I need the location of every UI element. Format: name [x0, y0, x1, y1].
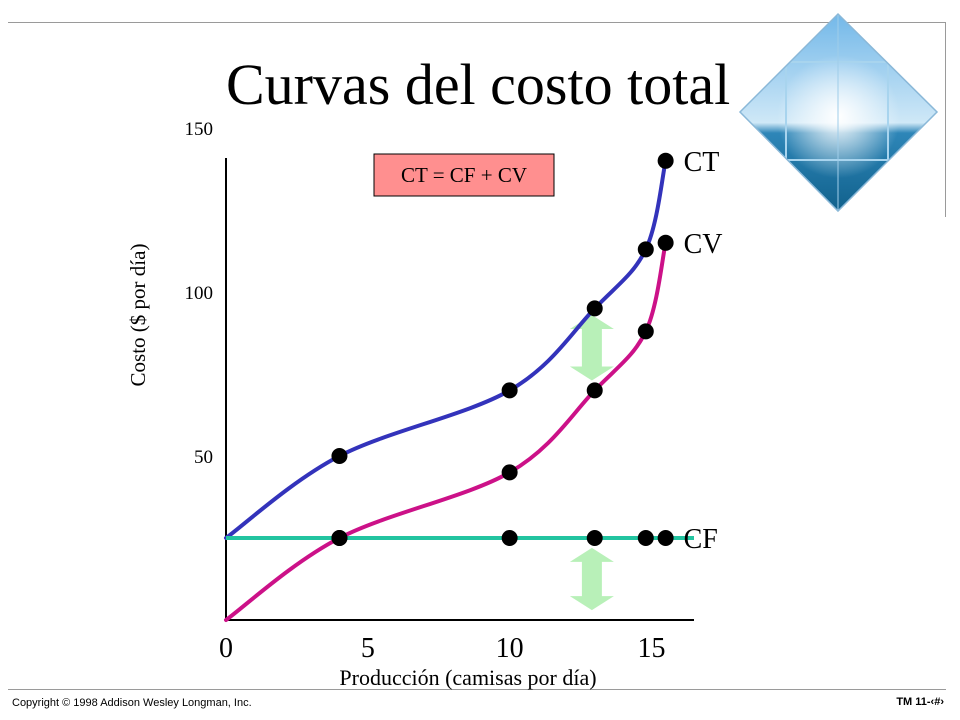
data-point-ct — [501, 382, 518, 399]
x-tick-label: 0 — [219, 633, 233, 664]
data-point-cv — [501, 464, 518, 481]
difference-arrows — [569, 314, 614, 611]
x-axis-label: Producción (camisas por día) — [339, 665, 596, 690]
data-point-cf — [657, 530, 674, 546]
data-point-ct — [637, 241, 654, 258]
y-tick-label: 100 — [185, 283, 214, 304]
copyright-text: Copyright © 1998 Addison Wesley Longman,… — [12, 697, 252, 709]
right-rule — [945, 22, 946, 217]
axes — [225, 158, 694, 621]
data-point-cf — [331, 530, 348, 546]
formula-box — [373, 153, 555, 197]
formula-text: CT = CF + CV — [401, 163, 527, 187]
data-point-ct — [586, 300, 603, 317]
chart-labels: 0 5 10 15 50 100 150 Producción (camisas por dí… — [126, 119, 723, 690]
data-point-ct — [331, 448, 348, 464]
y-tick-label: 50 — [194, 447, 213, 468]
series-label-cf: CF — [684, 524, 718, 555]
slide-number: TM 11-‹#› — [896, 696, 944, 708]
slide-title: Curvas del costo total — [226, 52, 731, 117]
y-tick-label: 150 — [185, 119, 214, 140]
series-points — [331, 152, 674, 546]
bottom-rule — [8, 689, 946, 690]
data-point-ct — [657, 152, 674, 169]
data-point-cf — [586, 530, 603, 546]
top-rule — [8, 22, 946, 23]
data-point-cv — [657, 234, 674, 251]
series-label-ct: CT — [684, 147, 720, 178]
series-label-cv: CV — [684, 229, 723, 260]
series-lines — [224, 158, 694, 622]
ocean-logo-icon — [738, 12, 939, 213]
x-tick-label: 5 — [361, 633, 375, 664]
x-tick-label: 15 — [637, 633, 665, 664]
data-point-cv — [586, 382, 603, 399]
cv-origin-difference-arrow — [569, 547, 614, 611]
data-point-cf — [637, 530, 654, 546]
y-axis-label: Costo ($ por día) — [126, 244, 150, 387]
ct-cv-difference-arrow — [569, 314, 614, 381]
x-tick-label: 10 — [496, 633, 524, 664]
data-point-cv — [637, 323, 654, 340]
data-point-cf — [501, 530, 518, 546]
